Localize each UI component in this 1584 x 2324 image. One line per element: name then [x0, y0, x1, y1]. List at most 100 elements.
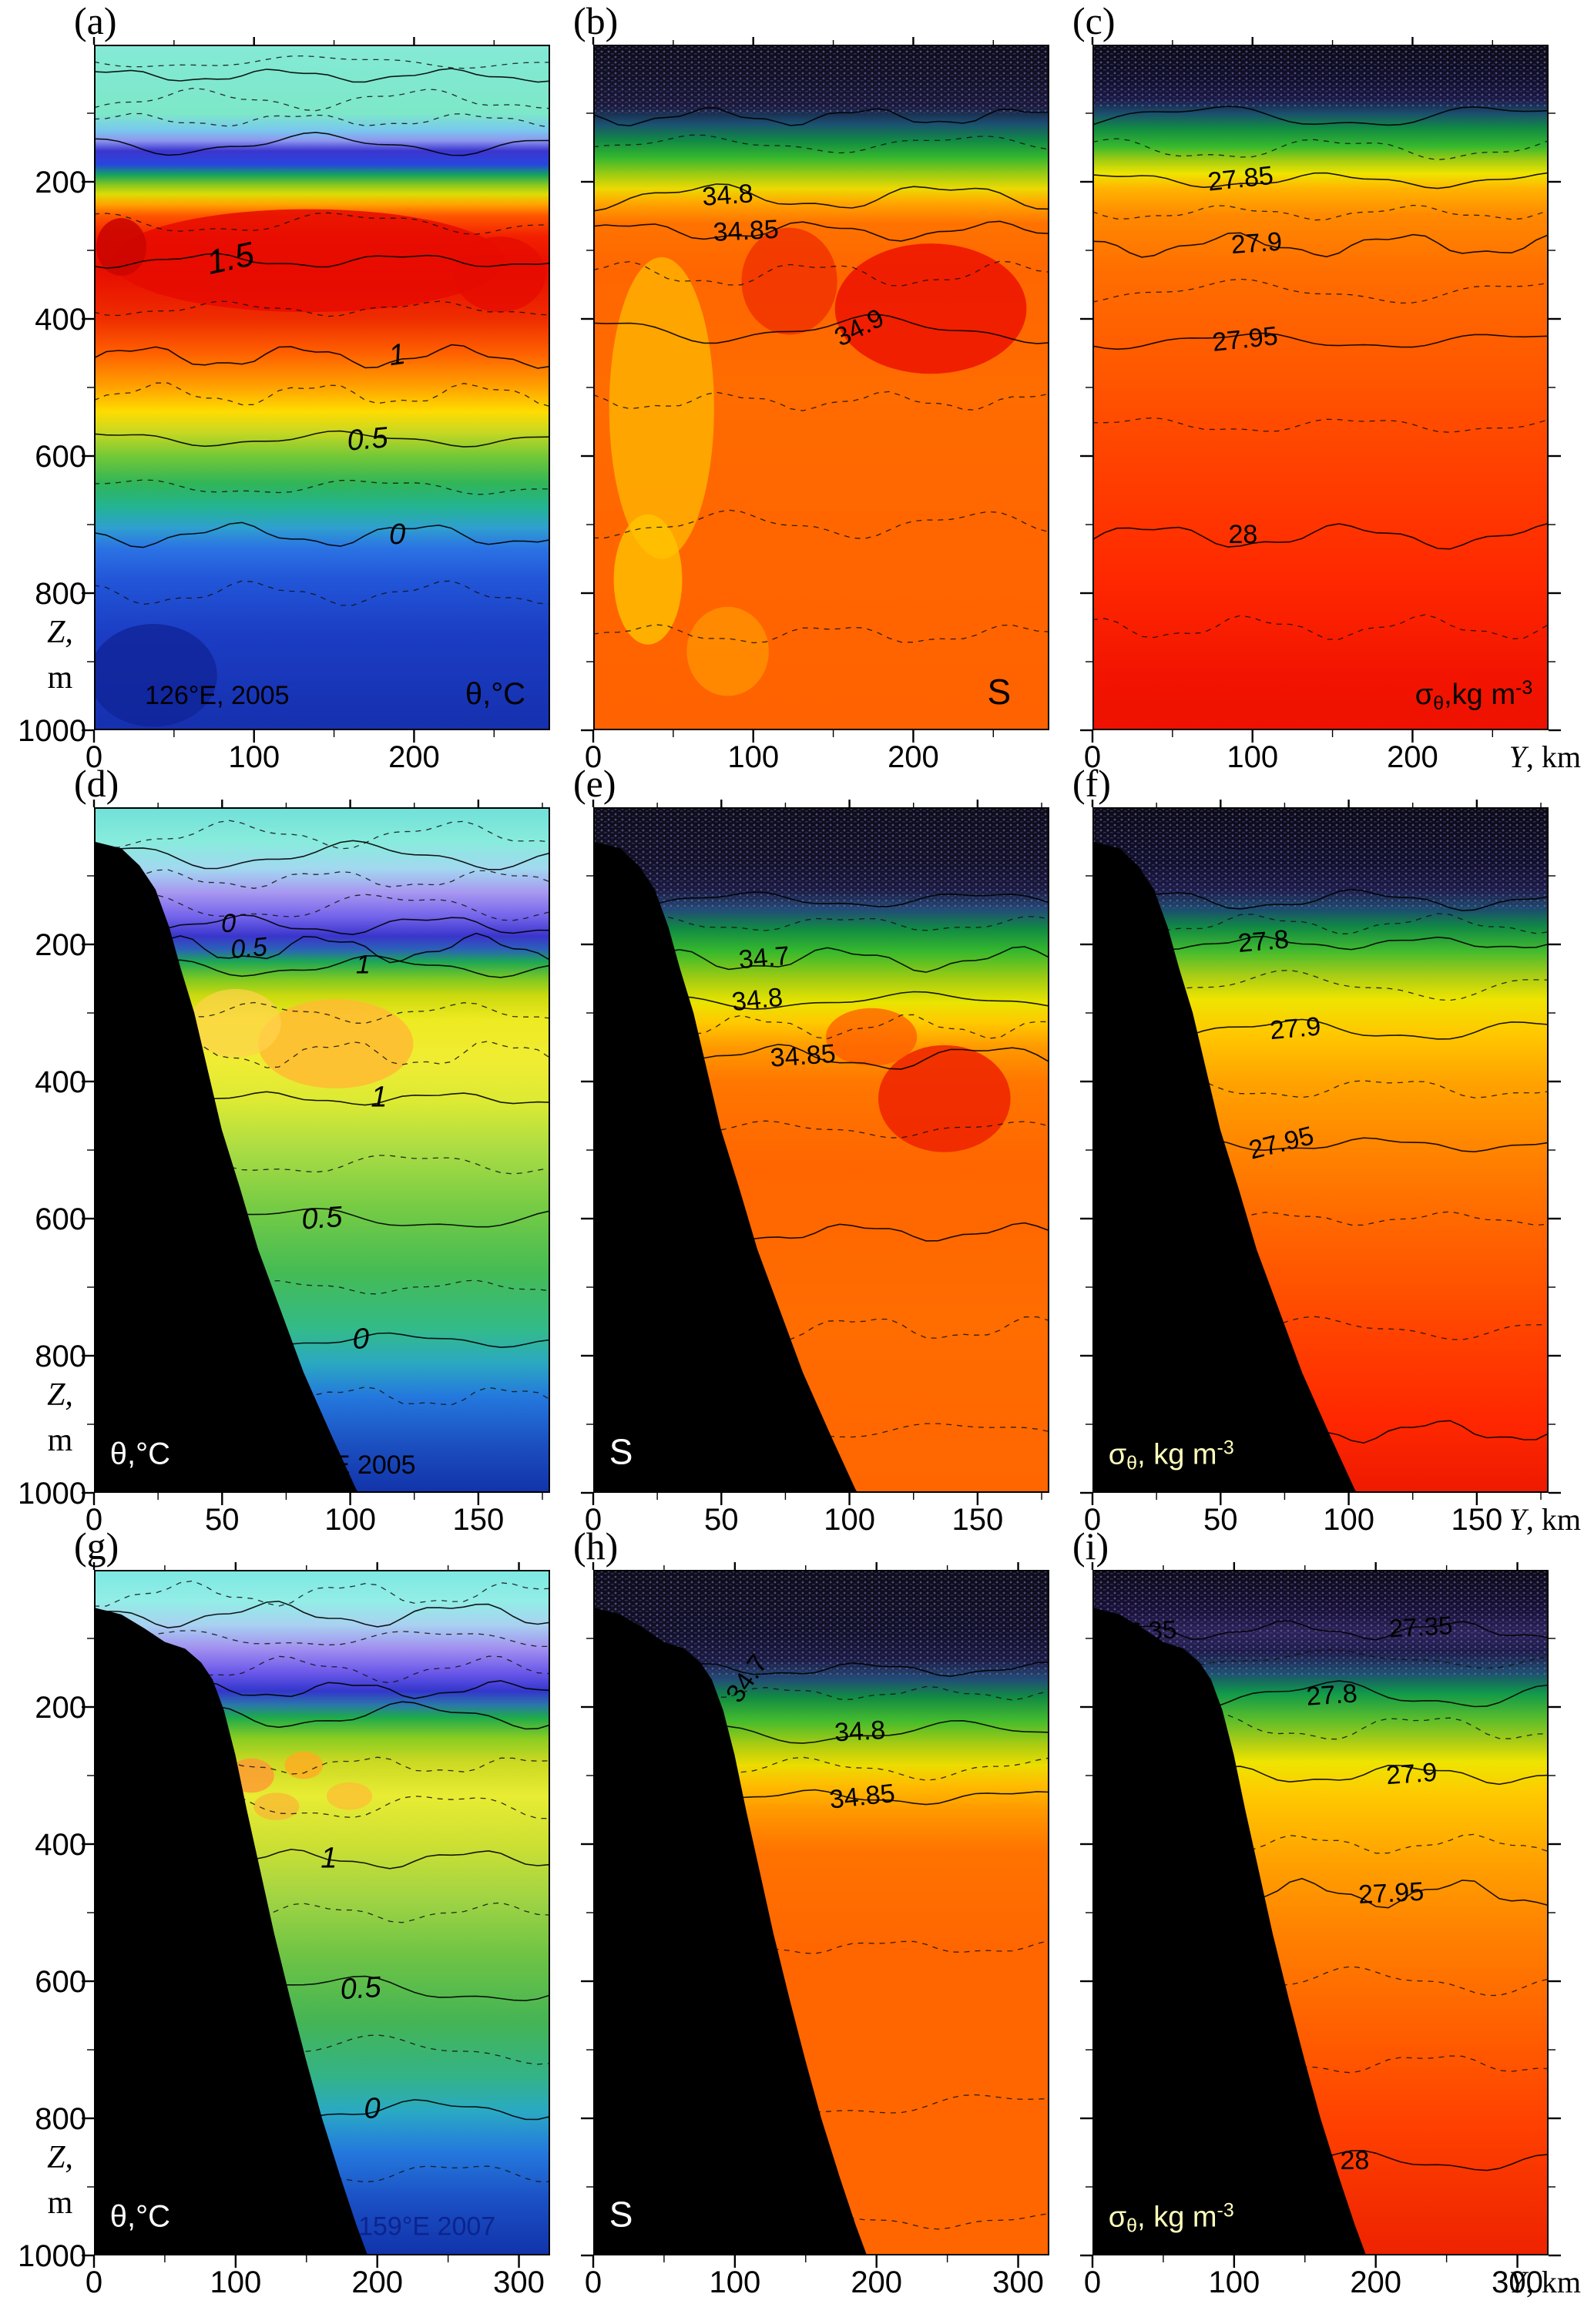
contour-label: 28 [1340, 2146, 1369, 2175]
panel-annotation: σθ,kg m-3 [1415, 677, 1533, 714]
panel-e: 34.7 34.8 34.85 S [593, 807, 1049, 1493]
depth-tick-label: 1000 [18, 714, 86, 748]
dashed-contour [94, 55, 550, 69]
panel-letter: (c) [1072, 0, 1116, 42]
depth-tick-label: 1000 [18, 1477, 86, 1511]
contour-label: 0.5 [300, 1201, 344, 1236]
x-tick-label: 200 [351, 2265, 403, 2299]
depth-tick-label: 200 [35, 928, 86, 962]
panel-annotation: S [988, 672, 1012, 712]
solid-contour [593, 183, 1049, 212]
x-tick-label: 300 [992, 2265, 1044, 2299]
heatmap-field [94, 45, 550, 730]
panel-annotation: S [609, 1432, 633, 1472]
panel-a: 1.5 1 0.5 0 126°E, 2005 θ,°C [94, 45, 550, 730]
solid-contour [94, 253, 550, 269]
depth-tick-label: 800 [35, 2102, 86, 2136]
stipple-texture [1092, 807, 1549, 910]
contour-label: 27.9 [1385, 1758, 1438, 1791]
contour-label: 27.8 [1305, 1678, 1358, 1712]
contour-label: 0.5 [339, 1971, 382, 2007]
x-tick-label: 100 [228, 740, 280, 774]
x-tick-label: 300 [1492, 2265, 1543, 2299]
seafloor-bathymetry [593, 1608, 868, 2255]
seafloor-bathymetry [94, 1608, 368, 2255]
panel-letter: (g) [74, 1524, 119, 1568]
solid-contour [94, 344, 550, 369]
x-tick-label: 0 [86, 740, 102, 774]
contour-labels: 1.510.50 [203, 235, 408, 551]
contour-label: 1 [320, 1843, 337, 1875]
color-patch [112, 209, 505, 313]
x-tick-label: 0 [585, 740, 602, 774]
panel-letter: (a) [74, 0, 117, 42]
dashed-contour [593, 624, 1049, 644]
dashed-contour [1092, 913, 1549, 935]
panel-frame [1092, 45, 1549, 730]
solid-contour [94, 430, 550, 448]
seafloor-bathymetry [1092, 841, 1357, 1493]
panel-letter: (d) [74, 762, 119, 805]
contour-lines [1092, 106, 1549, 640]
contour-label: 34.85 [713, 215, 780, 247]
x-tick-label: 200 [851, 2265, 902, 2299]
panel-f: 27.8 27.9 27.95 σθ, kg m-3 [1092, 807, 1549, 1493]
panel-frame [593, 1570, 1049, 2255]
contour-label: 0 [221, 909, 236, 938]
heatmap-field [1092, 45, 1549, 730]
dashed-contour [94, 1384, 550, 1409]
dashed-contour [1092, 417, 1549, 433]
depth-tick-label: 400 [35, 1065, 86, 1099]
color-patch [258, 999, 414, 1088]
panel-letter: (h) [573, 1524, 618, 1568]
depth-axis-unit: m [48, 1423, 73, 1458]
dashed-contour [94, 382, 550, 407]
depth-tick-label: 200 [35, 1691, 86, 1725]
contour-label: 34.7 [737, 941, 790, 975]
x-tick-label: 100 [727, 740, 779, 774]
contour-label: 34.85 [828, 1779, 897, 1815]
depth-tick-label: 200 [35, 166, 86, 200]
section-plot-g: 10.50θ,°C 159°E 2007 [94, 1570, 550, 2255]
panel-h: 34.7 34.8 34.85 S [593, 1570, 1049, 2255]
depth-axis-unit: m [48, 660, 73, 696]
x-tick-label: 100 [709, 2265, 760, 2299]
dashed-contour [1092, 614, 1549, 640]
panel-g: 1 0.5 0 θ,°C 159°E 2007 [94, 1570, 550, 2255]
x-tick-label: 0 [1084, 1503, 1101, 1537]
distance-axis-label: Y, km [1509, 2265, 1581, 2299]
solid-contour [1092, 522, 1549, 550]
stipple-texture [593, 807, 1049, 910]
dashed-contour [94, 300, 550, 317]
dashed-contour [94, 212, 550, 235]
panel-letter: (i) [1072, 1524, 1109, 1568]
x-tick-label: 200 [1350, 2265, 1401, 2299]
solid-contour [593, 891, 1049, 909]
panel-frame [593, 807, 1049, 1493]
dashed-contour [94, 869, 550, 889]
panel-b: 34.8 34.85 34.9 S [593, 45, 1049, 730]
panel-annotation: 159°E 2007 [358, 2212, 495, 2241]
contour-label: 27.95 [1357, 1877, 1425, 1910]
color-patch [741, 227, 837, 335]
x-tick-label: 0 [585, 1503, 602, 1537]
panel-frame [1092, 807, 1549, 1493]
x-tick-label: 150 [453, 1503, 505, 1537]
x-tick-label: 300 [493, 2265, 545, 2299]
color-patch [609, 257, 714, 559]
color-patch [834, 243, 1027, 374]
x-tick-label: 0 [585, 2265, 602, 2299]
x-tick-label: 50 [205, 1503, 240, 1537]
color-patch [94, 624, 217, 727]
depth-tick-label: 400 [35, 1828, 86, 1862]
contour-label: 34.8 [834, 1715, 886, 1747]
depth-axis-label: Z, [47, 1377, 73, 1413]
x-tick-label: 200 [1387, 740, 1438, 774]
section-plot-e: 34.7 34.8 34.85 S [593, 807, 1049, 1493]
panel-frame [94, 1570, 550, 2255]
dashed-contour [94, 1039, 550, 1070]
